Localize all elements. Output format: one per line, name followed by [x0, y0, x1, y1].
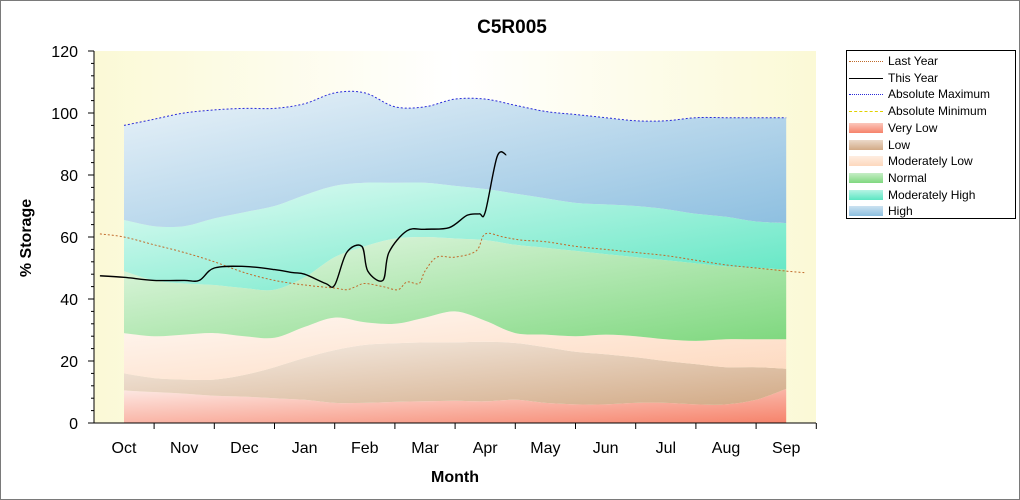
y-tick-label: 20 [60, 354, 78, 371]
series-last-year [99, 232, 805, 291]
legend-item: High [847, 203, 1013, 219]
legend-item: Absolute Maximum [847, 86, 1013, 102]
band-layer [124, 91, 787, 423]
legend: Last Year This Year Absolute Maximum Absolu… [846, 50, 1016, 219]
legend-swatch [849, 189, 883, 200]
legend-item: Normal [847, 170, 1013, 186]
legend-swatch [849, 172, 883, 183]
legend-label: Absolute Maximum [888, 87, 991, 102]
x-tick-label: Apr [473, 440, 499, 457]
x-tick-label: Dec [230, 440, 258, 457]
band-moderately-high [124, 182, 787, 291]
x-tick-label: Sep [772, 440, 801, 457]
legend-item: Last Year [847, 53, 1013, 69]
legend-label: Very Low [888, 120, 938, 135]
y-tick-label: 40 [60, 292, 78, 309]
legend-swatch [849, 139, 883, 150]
legend-swatch [849, 122, 883, 133]
x-tick-label: Nov [170, 440, 198, 457]
legend-item: Absolute Minimum [847, 103, 1013, 119]
legend-label: Absolute Minimum [888, 104, 987, 119]
legend-label: This Year [888, 70, 939, 85]
y-axis-label: % Storage [18, 199, 35, 277]
x-tick-label: Feb [351, 440, 379, 457]
legend-swatch [849, 111, 883, 113]
y-tick-label: 60 [60, 230, 78, 247]
legend-label: Normal [888, 170, 927, 185]
series-layer [99, 90, 805, 291]
x-tick-label: Mar [411, 440, 439, 457]
legend-swatch [849, 206, 883, 217]
legend-item: Moderately Low [847, 153, 1013, 169]
series-absolute-maximum [123, 90, 787, 126]
legend-swatch [849, 77, 883, 79]
band-very-low [124, 388, 787, 423]
legend-swatch [849, 94, 883, 96]
legend-label: High [888, 204, 913, 219]
band-moderately-low [124, 311, 787, 381]
x-tick-label: Aug [712, 440, 740, 457]
x-tick-label: Jan [292, 440, 318, 457]
x-tick-label: Oct [112, 440, 137, 457]
x-tick-label: Jun [593, 440, 619, 457]
y-tick-label: 100 [51, 106, 78, 123]
legend-item: This Year [847, 70, 1013, 86]
legend-swatch [849, 156, 883, 167]
legend-label: Moderately Low [888, 154, 973, 169]
legend-label: Moderately High [888, 187, 976, 202]
x-axis-label: Month [431, 469, 479, 486]
legend-label: Last Year [888, 54, 939, 68]
legend-item: Very Low [847, 120, 1013, 136]
chart-title: C5R005 [477, 17, 547, 38]
x-tick-label: May [530, 440, 560, 457]
y-tick-label: 120 [51, 44, 78, 61]
band-low [124, 341, 787, 405]
legend-swatch [849, 61, 883, 62]
legend-item: Moderately High [847, 187, 1013, 203]
axes-layer: 0 20 40 60 80 100 120 Oct Nov Dec Jan Feb Mar Apr May J… [51, 44, 817, 457]
y-tick-label: 80 [60, 168, 78, 185]
x-tick-label: Jul [656, 440, 676, 457]
y-tick-label: 0 [69, 416, 78, 433]
band-high [124, 91, 787, 228]
series-this-year [99, 151, 507, 288]
legend-item: Low [847, 137, 1013, 153]
legend-label: Low [888, 137, 911, 152]
band-normal [124, 237, 787, 341]
